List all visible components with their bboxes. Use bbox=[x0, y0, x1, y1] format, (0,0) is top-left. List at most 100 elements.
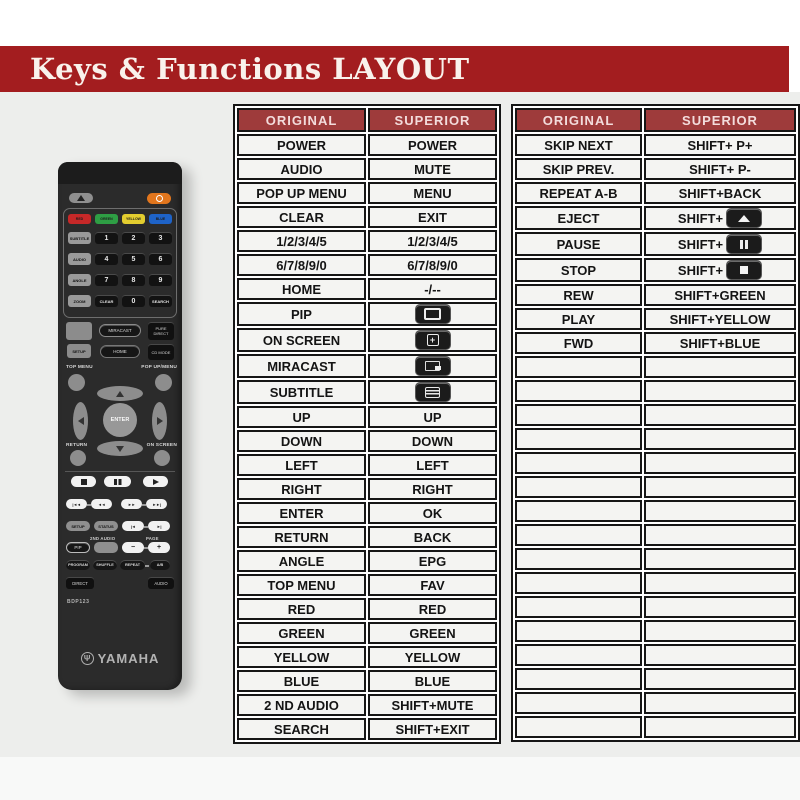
table-row: HOME -/-- bbox=[237, 278, 497, 300]
original-cell: MIRACAST bbox=[237, 354, 366, 378]
original-cell: DOWN bbox=[237, 430, 366, 452]
header-row: ORIGINAL SUPERIOR bbox=[515, 108, 796, 132]
superior-value: RED bbox=[418, 601, 447, 617]
audio-button: AUDIO bbox=[148, 577, 174, 589]
fwd-button: ►► bbox=[121, 499, 142, 509]
original-cell-empty bbox=[515, 380, 642, 402]
superior-cell: BLUE bbox=[368, 670, 497, 692]
digit-6-key: 6 bbox=[149, 253, 172, 265]
header-row: ORIGINAL SUPERIOR bbox=[237, 108, 497, 132]
return-label: RETURN bbox=[66, 443, 88, 448]
superior-cell-empty bbox=[644, 500, 796, 522]
superior-value: SHIFT+ bbox=[677, 210, 724, 226]
audio-key: AUDIO bbox=[68, 253, 91, 265]
empty-table-row bbox=[515, 476, 796, 498]
superior-cell: SHIFT+BLUE bbox=[644, 332, 796, 354]
status-pill-button: STATUS bbox=[94, 521, 118, 531]
empty-table-row bbox=[515, 356, 796, 378]
table-row: 6/7/8/9/0 6/7/8/9/0 bbox=[237, 254, 497, 276]
search-key: SEARCH bbox=[149, 295, 172, 307]
cd-mode-key: CD MODE bbox=[148, 344, 174, 360]
empty-table-row bbox=[515, 452, 796, 474]
original-cell-empty bbox=[515, 644, 642, 666]
right-mapping-table: ORIGINAL SUPERIOR SKIP NEXT SHIFT+ P+ SKIP… bbox=[511, 104, 800, 742]
superior-value: 6/7/8/9/0 bbox=[407, 257, 458, 273]
superior-cell bbox=[368, 380, 497, 404]
table-row: SKIP NEXT SHIFT+ P+ bbox=[515, 134, 796, 156]
column-header-original: ORIGINAL bbox=[515, 108, 642, 132]
remote-control-image: RED GREEN YELLOW BLUE SUBTITLE 1 2 3 AUD… bbox=[58, 162, 182, 690]
superior-cell-empty bbox=[644, 380, 796, 402]
dash bbox=[87, 504, 91, 506]
title-banner: Keys & Functions LAYOUT bbox=[0, 46, 789, 92]
dash bbox=[145, 565, 149, 567]
down-arrow-button bbox=[97, 441, 143, 456]
right-arrow-button bbox=[152, 402, 167, 440]
original-cell: POP UP MENU bbox=[237, 182, 366, 204]
dash bbox=[144, 526, 148, 528]
original-cell-empty bbox=[515, 428, 642, 450]
page-plus-button: + bbox=[148, 542, 170, 553]
original-cell: STOP bbox=[515, 258, 642, 282]
dash bbox=[144, 547, 148, 549]
superior-cell: MUTE bbox=[368, 158, 497, 180]
table-row: SKIP PREV. SHIFT+ P- bbox=[515, 158, 796, 180]
original-cell-empty bbox=[515, 356, 642, 378]
superior-value: EXIT bbox=[418, 209, 447, 225]
subtitle-icon bbox=[414, 382, 451, 402]
superior-value: SHIFT+ P+ bbox=[687, 137, 753, 153]
superior-cell: 6/7/8/9/0 bbox=[368, 254, 497, 276]
original-cell: LEFT bbox=[237, 454, 366, 476]
page-minus-button: − bbox=[122, 542, 144, 553]
rew-icon: ◄◄ bbox=[97, 501, 106, 507]
keypad-row-3: ANGLE 7 8 9 bbox=[68, 274, 172, 286]
play-button bbox=[143, 476, 168, 487]
superior-value: SHIFT+MUTE bbox=[391, 697, 474, 713]
superior-value: SHIFT+YELLOW bbox=[669, 311, 771, 327]
ab-button: A/B bbox=[150, 560, 170, 570]
table-row: PIP bbox=[237, 302, 497, 326]
original-cell: 2 ND AUDIO bbox=[237, 694, 366, 716]
empty-table-row bbox=[515, 644, 796, 666]
superior-value: MUTE bbox=[414, 161, 451, 177]
column-header-superior: SUPERIOR bbox=[644, 108, 796, 132]
color-keys-row: RED GREEN YELLOW BLUE bbox=[68, 214, 172, 224]
column-header-original: ORIGINAL bbox=[237, 108, 366, 132]
superior-cell-empty bbox=[644, 620, 796, 642]
setup-pill-button: SETUP bbox=[66, 521, 90, 531]
digit-4-key: 4 bbox=[95, 253, 118, 265]
empty-table-row bbox=[515, 428, 796, 450]
direct-button: DIRECT bbox=[66, 577, 94, 589]
superior-cell: MENU bbox=[368, 182, 497, 204]
digit-3-key: 3 bbox=[149, 232, 172, 244]
table-row: REW SHIFT+GREEN bbox=[515, 284, 796, 306]
left-arrow-icon bbox=[77, 417, 84, 425]
superior-cell-empty bbox=[644, 644, 796, 666]
on-screen-button bbox=[154, 450, 170, 466]
remote-key-yellow: YELLOW bbox=[122, 214, 145, 224]
superior-value: SHIFT+EXIT bbox=[395, 721, 470, 737]
original-cell: SEARCH bbox=[237, 718, 366, 740]
superior-value: SHIFT+GREEN bbox=[674, 287, 766, 303]
original-cell: ENTER bbox=[237, 502, 366, 524]
superior-cell: BACK bbox=[368, 526, 497, 548]
table-row: CLEAR EXIT bbox=[237, 206, 497, 228]
original-cell: SKIP NEXT bbox=[515, 134, 642, 156]
superior-cell: OK bbox=[368, 502, 497, 524]
shuffle-button: SHUFFLE bbox=[93, 560, 117, 570]
skip-next-icon: ►►| bbox=[152, 501, 161, 507]
superior-cell: 1/2/3/4/5 bbox=[368, 230, 497, 252]
superior-cell: SHIFT+MUTE bbox=[368, 694, 497, 716]
table-row: REPEAT A-B SHIFT+BACK bbox=[515, 182, 796, 204]
home-key: HOME bbox=[100, 345, 140, 358]
empty-table-row bbox=[515, 524, 796, 546]
eject-icon bbox=[77, 195, 85, 201]
superior-cell: SHIFT+BACK bbox=[644, 182, 796, 204]
clear-key: CLEAR bbox=[95, 295, 118, 307]
superior-value: SHIFT+ bbox=[677, 262, 724, 278]
table-row: DOWN DOWN bbox=[237, 430, 497, 452]
original-cell-empty bbox=[515, 716, 642, 738]
original-cell-empty bbox=[515, 596, 642, 618]
superior-cell bbox=[368, 302, 497, 326]
